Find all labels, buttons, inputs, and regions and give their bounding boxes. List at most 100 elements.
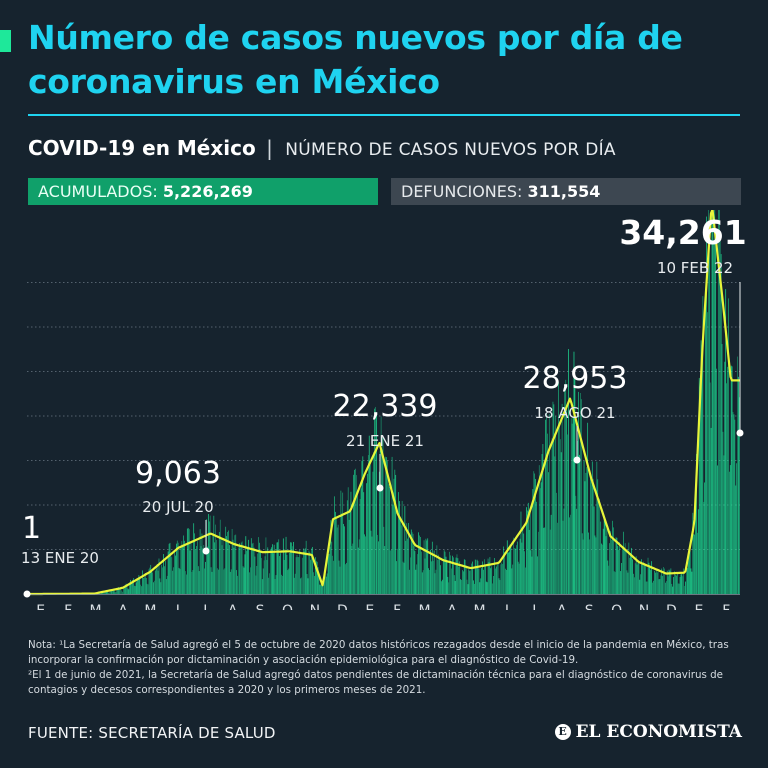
x-tick-label: E: [365, 603, 374, 610]
daily-bar: [496, 564, 498, 594]
daily-bar: [106, 590, 108, 594]
daily-bar: [101, 592, 103, 594]
daily-bar: [415, 569, 417, 594]
daily-bar: [484, 565, 486, 594]
daily-bar: [465, 565, 467, 594]
x-tick-label: M: [419, 603, 431, 610]
daily-bar: [203, 544, 205, 594]
daily-bar: [453, 575, 455, 594]
daily-bar: [148, 569, 150, 594]
daily-bar: [619, 542, 621, 594]
x-tick-label: F: [64, 603, 72, 610]
daily-bar: [383, 526, 385, 594]
daily-bar: [267, 547, 269, 594]
daily-bar: [686, 568, 687, 594]
daily-bar: [163, 554, 164, 594]
daily-bar: [105, 591, 107, 594]
daily-bar: [247, 547, 248, 594]
daily-bar: [512, 564, 514, 594]
daily-bar: [291, 542, 292, 594]
daily-bar: [378, 471, 380, 594]
daily-bar: [595, 537, 597, 594]
daily-bar: [631, 547, 632, 594]
daily-bar: [379, 450, 381, 594]
daily-bar: [304, 548, 306, 594]
daily-bar: [314, 575, 315, 594]
daily-bar: [102, 592, 104, 594]
daily-bar: [150, 564, 152, 594]
daily-bar: [527, 510, 528, 594]
daily-bar: [340, 490, 342, 594]
x-tick-label: J: [175, 603, 180, 610]
daily-bar: [111, 590, 112, 594]
daily-bar: [611, 539, 612, 594]
daily-bar: [562, 520, 564, 594]
daily-bar: [200, 546, 202, 594]
daily-bar: [191, 571, 193, 594]
daily-bar: [722, 431, 724, 594]
daily-bar: [350, 491, 352, 594]
daily-bar: [271, 547, 272, 594]
daily-bar: [516, 545, 517, 594]
daily-bar: [312, 546, 313, 594]
daily-bar: [573, 351, 575, 594]
daily-bar: [110, 590, 111, 594]
daily-bar: [643, 561, 644, 594]
daily-bar: [653, 580, 654, 594]
daily-bar: [237, 575, 238, 594]
daily-bar: [706, 216, 707, 594]
daily-bar: [170, 553, 172, 594]
daily-bar: [317, 567, 319, 594]
daily-bar: [112, 590, 114, 594]
daily-bar: [474, 583, 475, 594]
daily-bar: [180, 547, 182, 594]
daily-bar: [552, 401, 554, 594]
daily-bar: [692, 512, 694, 594]
daily-bar: [461, 580, 462, 594]
daily-bar: [343, 523, 344, 594]
daily-bar: [626, 570, 628, 594]
daily-bar: [282, 538, 284, 594]
daily-bar: [462, 570, 463, 594]
daily-bar: [724, 361, 726, 594]
daily-bar: [484, 559, 485, 594]
daily-bar: [342, 492, 344, 594]
daily-bar: [444, 551, 446, 594]
deaths-value: 311,554: [527, 182, 601, 201]
daily-bar: [155, 568, 157, 594]
daily-bar: [476, 559, 478, 594]
daily-bar: [133, 578, 134, 594]
daily-bar: [160, 582, 162, 594]
daily-bar: [381, 455, 383, 594]
daily-bar: [610, 530, 611, 594]
daily-bar: [393, 478, 395, 594]
daily-bar: [599, 498, 600, 594]
title-rule: [28, 114, 740, 116]
daily-bar: [575, 495, 577, 594]
daily-bar: [171, 557, 173, 594]
daily-bar: [225, 526, 227, 594]
daily-bar: [296, 554, 298, 594]
daily-bar: [346, 562, 347, 594]
daily-bar: [410, 529, 412, 594]
daily-bar: [537, 531, 539, 594]
daily-bar: [442, 559, 444, 594]
daily-bar: [421, 572, 423, 594]
daily-bar: [436, 545, 438, 594]
daily-bar: [399, 501, 400, 594]
daily-bar: [356, 475, 357, 594]
daily-bar: [176, 543, 177, 594]
daily-bar: [584, 481, 586, 594]
daily-bar: [154, 570, 156, 594]
daily-bar: [514, 548, 515, 594]
daily-bar: [139, 577, 141, 594]
daily-bar: [637, 562, 639, 594]
daily-bar: [519, 538, 521, 594]
daily-bar: [174, 551, 175, 594]
daily-bar: [196, 546, 197, 594]
annotation-value: 22,339: [333, 389, 438, 424]
daily-bar: [327, 549, 329, 594]
daily-bar: [654, 572, 656, 594]
daily-bar: [678, 583, 680, 594]
daily-bar: [306, 573, 308, 594]
